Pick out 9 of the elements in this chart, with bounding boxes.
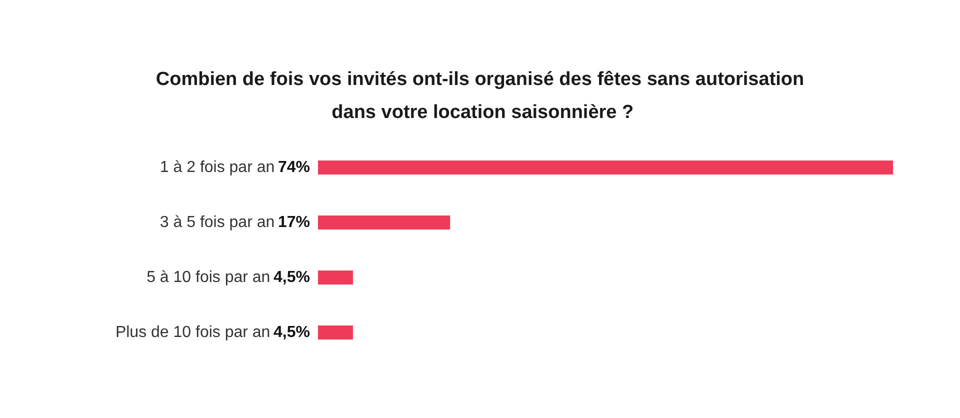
data-label: 74% — [278, 159, 310, 176]
data-label: 4,5% — [274, 269, 310, 286]
y-tick-label: 1 à 2 fois par an — [160, 159, 275, 176]
data-label: 17% — [278, 214, 310, 231]
y-tick-label: 3 à 5 fois par an — [160, 214, 275, 231]
data-label: 4,5% — [274, 324, 310, 341]
y-tick-label: 5 à 10 fois par an — [146, 269, 270, 286]
chart-title: Combien de fois vos invités ont-ils organisé des fêtes sans autorisation dans votre location saisonnière ? — [156, 69, 804, 123]
y-tick-label: Plus de 10 fois par an — [115, 324, 270, 341]
